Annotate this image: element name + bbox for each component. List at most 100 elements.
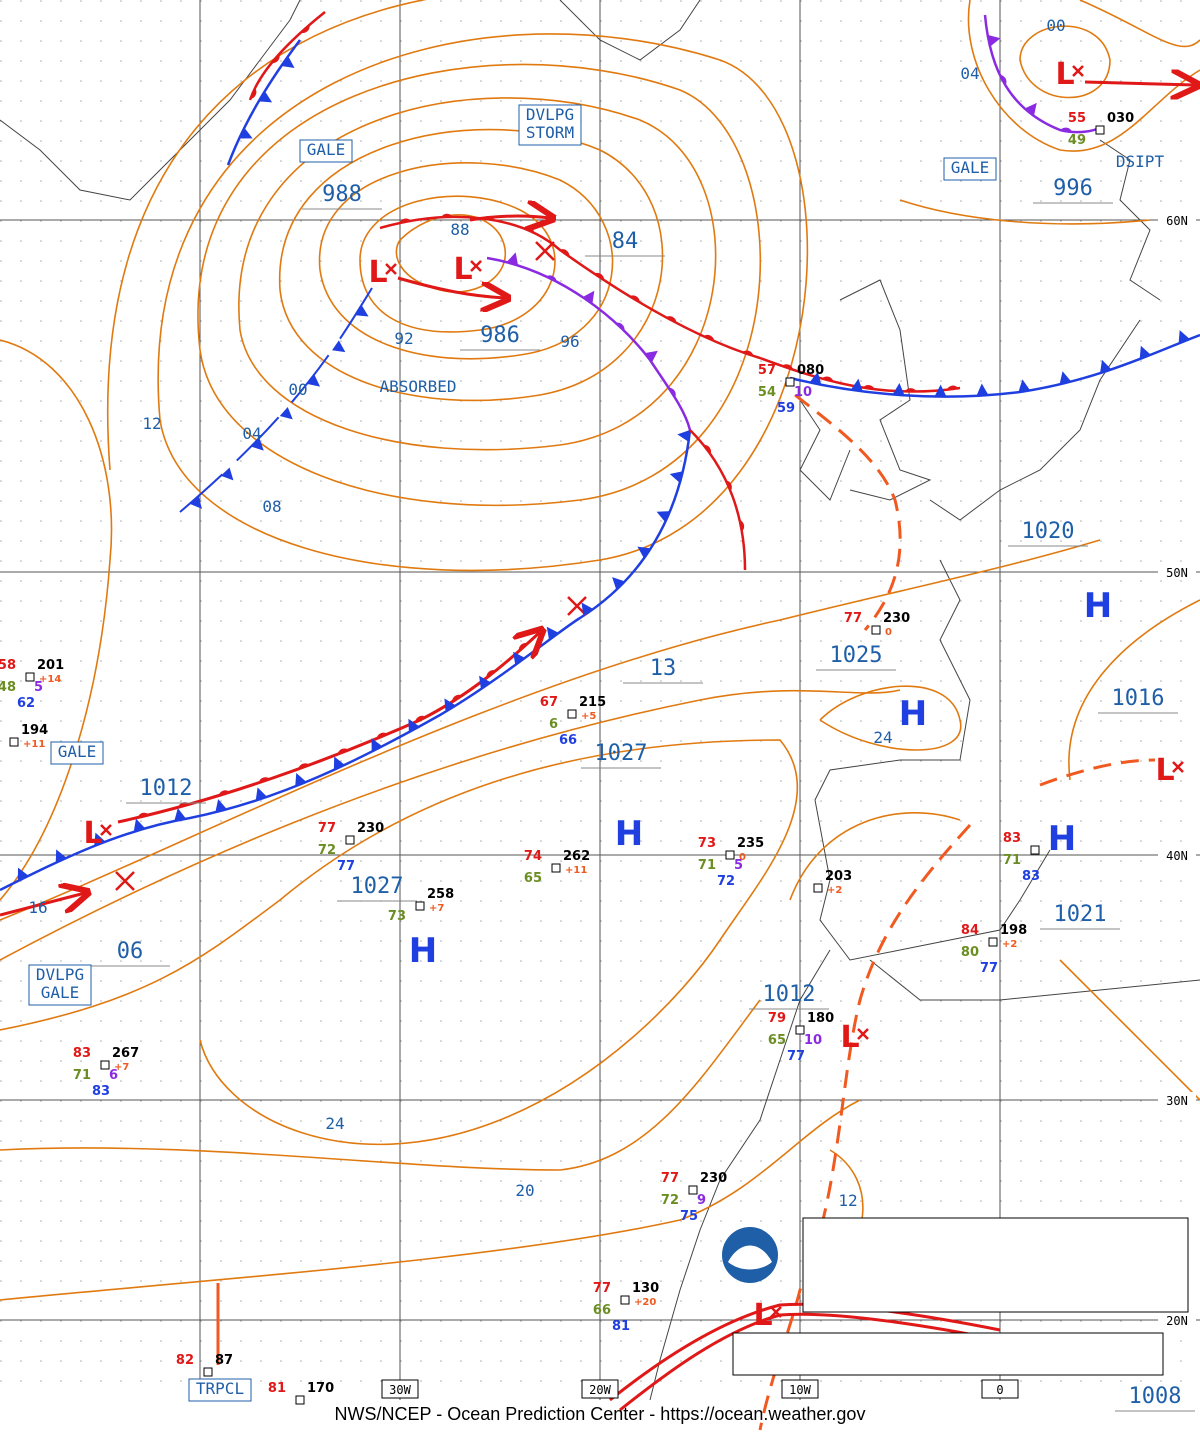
- station-td: 72: [661, 1193, 679, 1208]
- station-icon: [100, 1060, 110, 1070]
- high-center: H: [899, 694, 927, 734]
- isobar-label: 04: [960, 64, 979, 83]
- station-td: 65: [524, 871, 542, 886]
- station-t: 82: [176, 1353, 194, 1368]
- front-triangle: [1018, 379, 1031, 393]
- station-w: 62: [17, 696, 35, 711]
- low-center: L: [83, 816, 102, 851]
- front-triangle: [513, 651, 525, 665]
- station-p: 230: [883, 611, 910, 626]
- lat-box: [1158, 847, 1196, 863]
- station-p: 180: [807, 1011, 834, 1026]
- front-triangle: [669, 471, 683, 483]
- low-x: [770, 1306, 782, 1318]
- station-v: 9: [697, 1193, 706, 1208]
- isobar-label: 08: [262, 497, 281, 516]
- station-tend: +7: [114, 1062, 129, 1073]
- station-td: 48: [0, 680, 16, 695]
- front-triangle: [612, 577, 625, 590]
- front-triangle: [850, 378, 863, 392]
- station-tend: 0: [885, 627, 892, 638]
- latitude-label: 30N: [1166, 1094, 1188, 1108]
- longitude-label: 10W: [789, 1383, 811, 1397]
- station-w: 59: [777, 401, 795, 416]
- station-tend: +11: [565, 865, 587, 876]
- isobar-label: 96: [560, 332, 579, 351]
- warning-box: [299, 139, 353, 163]
- front-triangle: [644, 350, 658, 363]
- front-semicircle: [545, 275, 557, 282]
- station-td: 72: [318, 843, 336, 858]
- front-triangle: [306, 374, 321, 387]
- front-triangle: [255, 787, 268, 801]
- lon-box: [981, 1379, 1019, 1399]
- isobar-label: 88: [450, 220, 469, 239]
- front-semicircle: [594, 272, 605, 281]
- warning-box: [28, 964, 92, 1006]
- front-semicircle: [300, 24, 310, 34]
- front-triangle: [258, 91, 273, 103]
- pressure-label: 1012: [140, 776, 193, 801]
- front: [0, 429, 692, 892]
- station-t: 74: [524, 849, 542, 864]
- station-p: 230: [700, 1171, 727, 1186]
- station-icon: [551, 863, 561, 873]
- high-center: H: [1084, 586, 1112, 626]
- front-semicircle: [218, 790, 231, 796]
- front-triangle: [250, 437, 264, 451]
- front-triangle: [174, 808, 187, 822]
- front: [983, 14, 1101, 134]
- warning-label: TRPCL: [196, 1379, 244, 1398]
- front-triangle: [581, 602, 594, 616]
- lat-box: [1158, 1312, 1196, 1328]
- front-triangle: [656, 511, 671, 523]
- noaa-gull: [728, 1245, 772, 1270]
- info-box: [802, 1217, 1189, 1313]
- warning-box: [518, 104, 582, 146]
- station-icon: [785, 377, 795, 387]
- front-semicircle: [559, 249, 570, 257]
- station-w: 75: [680, 1209, 698, 1224]
- station-tend: +2: [827, 885, 842, 896]
- station-t: 73: [698, 836, 716, 851]
- station-p: 201: [37, 658, 64, 673]
- warning-label: DVLPG: [526, 105, 574, 124]
- isobar-label: 00: [288, 380, 307, 399]
- front-semicircle: [862, 385, 875, 390]
- low-center: L: [368, 255, 387, 290]
- front-triangle: [239, 127, 253, 139]
- station-icon: [725, 850, 735, 860]
- station-icon: [688, 1185, 698, 1195]
- station-td: 73: [388, 909, 406, 924]
- front-semicircle: [999, 74, 1007, 86]
- station-t: 81: [268, 1381, 286, 1396]
- front-triangle: [637, 546, 651, 559]
- station-icon: [9, 737, 19, 747]
- warning-label: GALE: [58, 742, 97, 761]
- isobar-label: 12: [142, 414, 161, 433]
- front-triangle: [1024, 102, 1037, 116]
- status-label: ABSORBED: [379, 377, 456, 396]
- front-semicircle: [904, 388, 917, 392]
- front-semicircle: [781, 364, 794, 370]
- warning-label: GALE: [951, 158, 990, 177]
- station-t: 83: [73, 1046, 91, 1061]
- front-semicircle: [668, 387, 676, 398]
- high-center: H: [409, 931, 437, 971]
- front-triangle: [506, 252, 519, 266]
- station-t: 58: [0, 658, 16, 673]
- station-td: 71: [698, 858, 716, 873]
- station-t: 57: [758, 363, 776, 378]
- pressure-label: 1025: [830, 643, 883, 668]
- high-center: H: [1048, 819, 1076, 859]
- station-icon: [295, 1395, 305, 1405]
- pressure-label: 1021: [1054, 902, 1107, 927]
- station-p: 235: [737, 836, 764, 851]
- front-triangle: [332, 340, 346, 353]
- station-v: 5: [34, 680, 43, 695]
- front-semicircle: [337, 748, 349, 755]
- warning-label: STORM: [526, 123, 574, 142]
- station-p: 170: [307, 1381, 334, 1396]
- front-triangle: [94, 832, 106, 847]
